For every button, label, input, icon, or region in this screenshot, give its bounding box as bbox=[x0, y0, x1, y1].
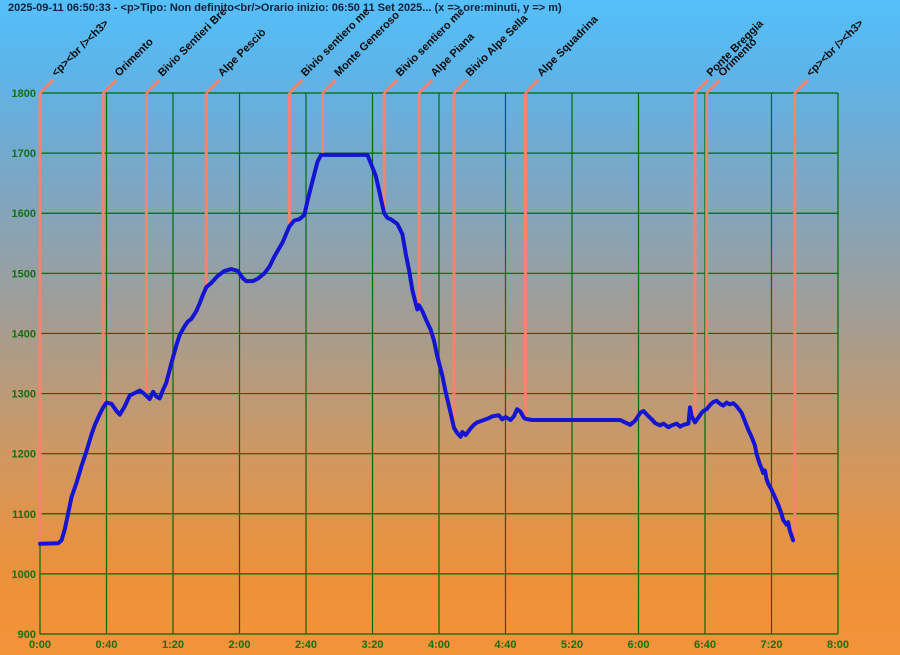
y-tick-label: 1100 bbox=[12, 509, 36, 521]
waypoint-leader bbox=[524, 78, 540, 95]
waypoint-label: Alpe Squadrina bbox=[535, 13, 601, 79]
x-tick-label: 2:00 bbox=[228, 639, 250, 651]
waypoint-label: Ponte Breggia bbox=[705, 17, 767, 79]
x-tick-label: 6:00 bbox=[627, 639, 649, 651]
chart-title: 2025-09-11 06:50:33 - <p>Tipo: Non defin… bbox=[8, 2, 562, 14]
y-tick-label: 1000 bbox=[12, 569, 36, 581]
waypoint-leader bbox=[288, 78, 304, 95]
y-tick-label: 1800 bbox=[12, 88, 36, 100]
waypoint-leader bbox=[452, 78, 469, 95]
x-tick-label: 4:40 bbox=[494, 639, 516, 651]
waypoint-leader bbox=[145, 78, 161, 95]
waypoint-leader bbox=[38, 78, 55, 95]
y-tick-label: 900 bbox=[18, 629, 36, 641]
waypoint-leader bbox=[205, 78, 221, 95]
waypoint-leader bbox=[102, 78, 118, 95]
waypoint-label: Alpe Pesciò bbox=[216, 26, 269, 79]
x-tick-label: 8:00 bbox=[827, 639, 849, 651]
waypoint-leader bbox=[705, 78, 721, 95]
waypoint-leader bbox=[793, 78, 809, 95]
y-tick-label: 1400 bbox=[12, 328, 36, 340]
x-tick-label: 6:40 bbox=[694, 639, 716, 651]
waypoint-leader bbox=[383, 78, 399, 95]
waypoint-leader bbox=[321, 78, 337, 95]
elevation-track bbox=[38, 152, 796, 546]
x-tick-label: 2:40 bbox=[295, 639, 317, 651]
x-tick-label: 0:40 bbox=[95, 639, 117, 651]
waypoint-leader bbox=[417, 78, 434, 95]
waypoint-label: Monte Generoso bbox=[332, 9, 402, 79]
x-tick-label: 1:20 bbox=[162, 639, 184, 651]
waypoint-label: Orimento bbox=[113, 36, 156, 79]
y-tick-label: 1200 bbox=[12, 449, 36, 461]
waypoint-label: <p><br /><h3> bbox=[804, 17, 866, 79]
waypoint-label: <p><br /><h3> bbox=[50, 17, 112, 79]
x-tick-label: 4:00 bbox=[428, 639, 450, 651]
x-tick-label: 7:20 bbox=[760, 639, 782, 651]
x-tick-label: 3:20 bbox=[361, 639, 383, 651]
y-tick-label: 1500 bbox=[12, 268, 36, 280]
x-tick-label: 5:20 bbox=[561, 639, 583, 651]
x-tick-label: 0:00 bbox=[29, 639, 51, 651]
y-tick-label: 1700 bbox=[12, 148, 36, 160]
waypoint-leader bbox=[693, 78, 710, 95]
y-tick-label: 1600 bbox=[12, 208, 36, 220]
waypoint-label: Bivio Alpe Sella bbox=[464, 12, 531, 79]
y-tick-label: 1300 bbox=[12, 389, 36, 401]
